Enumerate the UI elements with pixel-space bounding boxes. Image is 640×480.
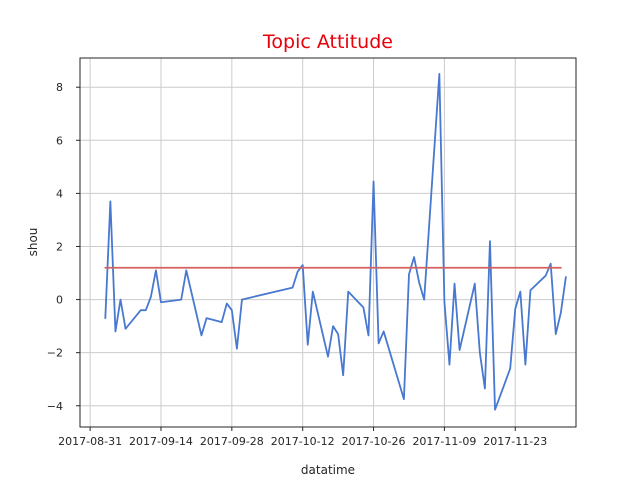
series-layer xyxy=(104,73,567,411)
y-tick-label: 2 xyxy=(56,240,63,253)
y-axis-label: shou xyxy=(26,228,40,257)
x-tick-label: 2017-09-28 xyxy=(200,435,264,448)
x-tick-label: 2017-08-31 xyxy=(58,435,122,448)
y-tick-label: −4 xyxy=(47,400,63,413)
y-tick-label: −2 xyxy=(47,347,63,360)
x-tick-label: 2017-09-14 xyxy=(129,435,193,448)
x-axis-label: datatime xyxy=(301,463,355,477)
attitude-line xyxy=(104,73,567,411)
x-tick-label: 2017-10-26 xyxy=(342,435,406,448)
x-tick-label: 2017-11-09 xyxy=(412,435,476,448)
y-tick-label: 6 xyxy=(56,134,63,147)
x-tick-label: 2017-11-23 xyxy=(483,435,547,448)
y-tick-label: 0 xyxy=(56,294,63,307)
x-axis: 2017-08-31 2017-09-14 2017-09-28 2017-10-12… xyxy=(58,427,547,448)
y-tick-label: 4 xyxy=(56,187,63,200)
plot-frame xyxy=(79,57,577,428)
grid xyxy=(80,58,576,427)
x-tick-label: 2017-10-12 xyxy=(271,435,335,448)
y-tick-label: 8 xyxy=(56,81,63,94)
chart-title: Topic Attitude xyxy=(262,31,393,53)
y-axis: −4 −2 0 2 4 6 8 xyxy=(47,81,80,413)
